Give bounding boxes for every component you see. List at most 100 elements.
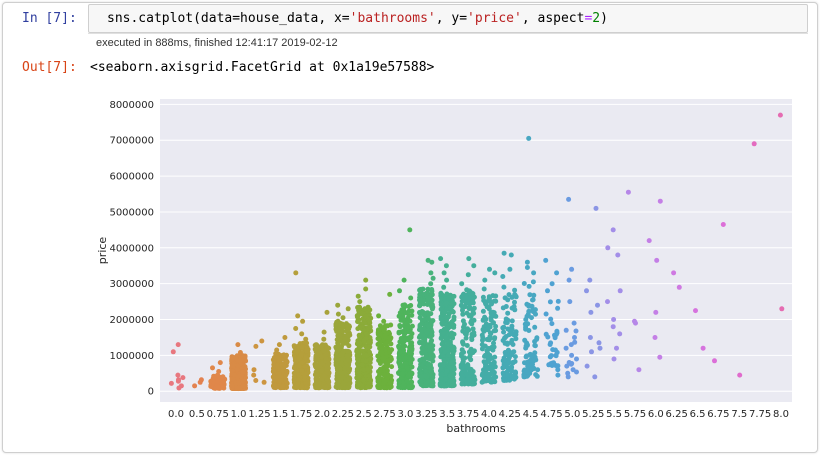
data-point xyxy=(363,286,369,292)
data-point xyxy=(505,318,510,324)
data-point xyxy=(463,335,469,341)
data-point xyxy=(334,365,340,371)
data-point xyxy=(338,333,343,338)
data-point xyxy=(482,352,488,358)
data-point xyxy=(592,374,598,380)
data-point xyxy=(531,292,537,298)
data-point xyxy=(408,379,414,385)
data-point xyxy=(587,277,593,283)
code-aspect-value: 2 xyxy=(592,11,601,26)
data-point xyxy=(304,344,310,350)
data-point xyxy=(459,281,465,287)
data-point xyxy=(367,356,373,362)
data-point xyxy=(445,325,451,331)
x-tick-label: 5.25 xyxy=(582,409,604,420)
data-point xyxy=(524,265,530,270)
data-point xyxy=(340,315,346,321)
data-point xyxy=(321,329,327,335)
data-point xyxy=(465,363,471,369)
y-tick-label: 8000000 xyxy=(109,100,154,111)
data-point xyxy=(294,349,300,355)
data-point xyxy=(532,350,538,356)
data-point xyxy=(568,361,574,367)
data-point xyxy=(492,354,498,360)
data-point xyxy=(532,343,538,349)
data-point xyxy=(654,257,660,263)
data-point xyxy=(346,380,352,386)
data-point xyxy=(356,344,362,350)
data-point xyxy=(523,317,529,322)
data-point xyxy=(491,336,497,342)
data-point xyxy=(554,270,560,276)
data-point xyxy=(402,302,408,308)
data-point xyxy=(321,336,327,342)
y-tick-labels: 0 1000000 2000000 3000000 4000000 5000000 6000… xyxy=(109,100,154,398)
code-input-area[interactable]: sns.catplot(data=house_data, x='bathroom… xyxy=(88,4,808,33)
data-point xyxy=(512,299,517,305)
data-point xyxy=(428,281,434,287)
data-point xyxy=(501,371,506,377)
code-text[interactable]: sns.catplot(data=house_data, x='bathroom… xyxy=(107,11,608,26)
data-point xyxy=(367,319,372,325)
data-point xyxy=(521,373,527,379)
data-point xyxy=(427,344,433,350)
data-point xyxy=(337,375,343,381)
data-point xyxy=(501,377,507,383)
data-point xyxy=(500,274,506,279)
data-point xyxy=(304,340,310,346)
data-point xyxy=(291,365,297,371)
y-tick-label: 4000000 xyxy=(109,243,154,254)
code-mid: , y= xyxy=(435,11,468,26)
data-point xyxy=(361,377,367,383)
data-point xyxy=(569,352,575,358)
data-point xyxy=(448,305,453,311)
data-point xyxy=(319,354,325,360)
data-point xyxy=(507,266,513,272)
data-point xyxy=(401,277,407,283)
data-point xyxy=(460,360,466,366)
data-point xyxy=(509,318,515,324)
x-tick-labels: 0.0 0.5 0.75 1.0 1.25 1.5 1.75 2.0 2.25 2.5 2.75 3.… xyxy=(168,409,789,420)
data-point xyxy=(359,310,365,316)
data-point xyxy=(230,376,236,382)
data-point xyxy=(596,340,602,346)
data-point xyxy=(396,371,402,376)
data-point xyxy=(488,317,494,323)
data-point xyxy=(487,322,493,328)
data-point xyxy=(277,373,283,379)
data-point xyxy=(400,371,406,377)
data-point xyxy=(506,292,512,298)
data-point xyxy=(480,308,486,314)
data-point xyxy=(236,385,242,390)
data-point xyxy=(274,347,280,353)
data-point xyxy=(493,293,499,299)
data-point xyxy=(312,372,318,378)
data-point xyxy=(346,376,352,382)
data-point xyxy=(501,329,507,335)
data-point xyxy=(449,346,455,352)
data-point xyxy=(208,383,214,389)
data-point xyxy=(357,340,363,346)
data-point xyxy=(283,379,289,384)
data-point xyxy=(396,355,402,361)
data-point xyxy=(442,383,447,389)
data-point xyxy=(526,328,532,333)
data-point xyxy=(460,307,465,313)
data-point xyxy=(484,327,490,333)
data-point xyxy=(595,302,600,308)
data-point xyxy=(357,335,363,341)
data-point xyxy=(487,330,493,336)
data-point xyxy=(548,340,554,346)
data-point xyxy=(533,311,538,317)
data-point xyxy=(356,307,362,313)
data-point xyxy=(555,367,561,373)
data-point xyxy=(229,368,235,374)
data-point xyxy=(299,368,305,373)
data-point xyxy=(611,317,617,322)
data-point xyxy=(284,369,290,375)
data-point xyxy=(440,362,446,368)
data-point xyxy=(512,287,518,293)
output-prompt: Out[7]: xyxy=(22,60,77,75)
data-point xyxy=(425,302,431,307)
data-point xyxy=(385,373,391,379)
